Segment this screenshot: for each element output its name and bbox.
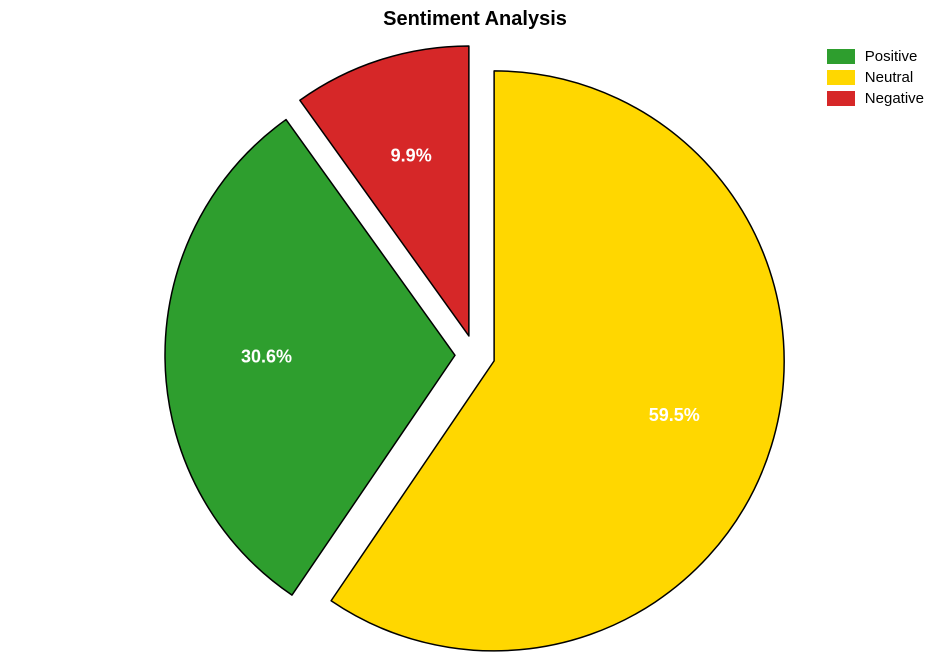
legend-swatch-negative: [827, 91, 855, 106]
legend: Positive Neutral Negative: [827, 48, 924, 107]
legend-item-neutral: Neutral: [827, 69, 924, 86]
pie-slice-label-neutral: 59.5%: [649, 405, 700, 425]
sentiment-pie-chart: Sentiment Analysis 59.5%30.6%9.9% Positi…: [0, 0, 950, 662]
pie-svg: 59.5% 30.6% 9.9%: [0, 0, 950, 662]
legend-swatch-positive: [827, 49, 855, 64]
legend-swatch-neutral: [827, 70, 855, 85]
legend-item-positive: Positive: [827, 48, 924, 65]
legend-item-negative: Negative: [827, 90, 924, 107]
legend-label-negative: Negative: [865, 90, 924, 107]
pie-slice-label-negative: 9.9%: [391, 145, 432, 165]
legend-label-positive: Positive: [865, 48, 918, 65]
pie-slice-label-positive: 30.6%: [241, 346, 292, 366]
legend-label-neutral: Neutral: [865, 69, 913, 86]
